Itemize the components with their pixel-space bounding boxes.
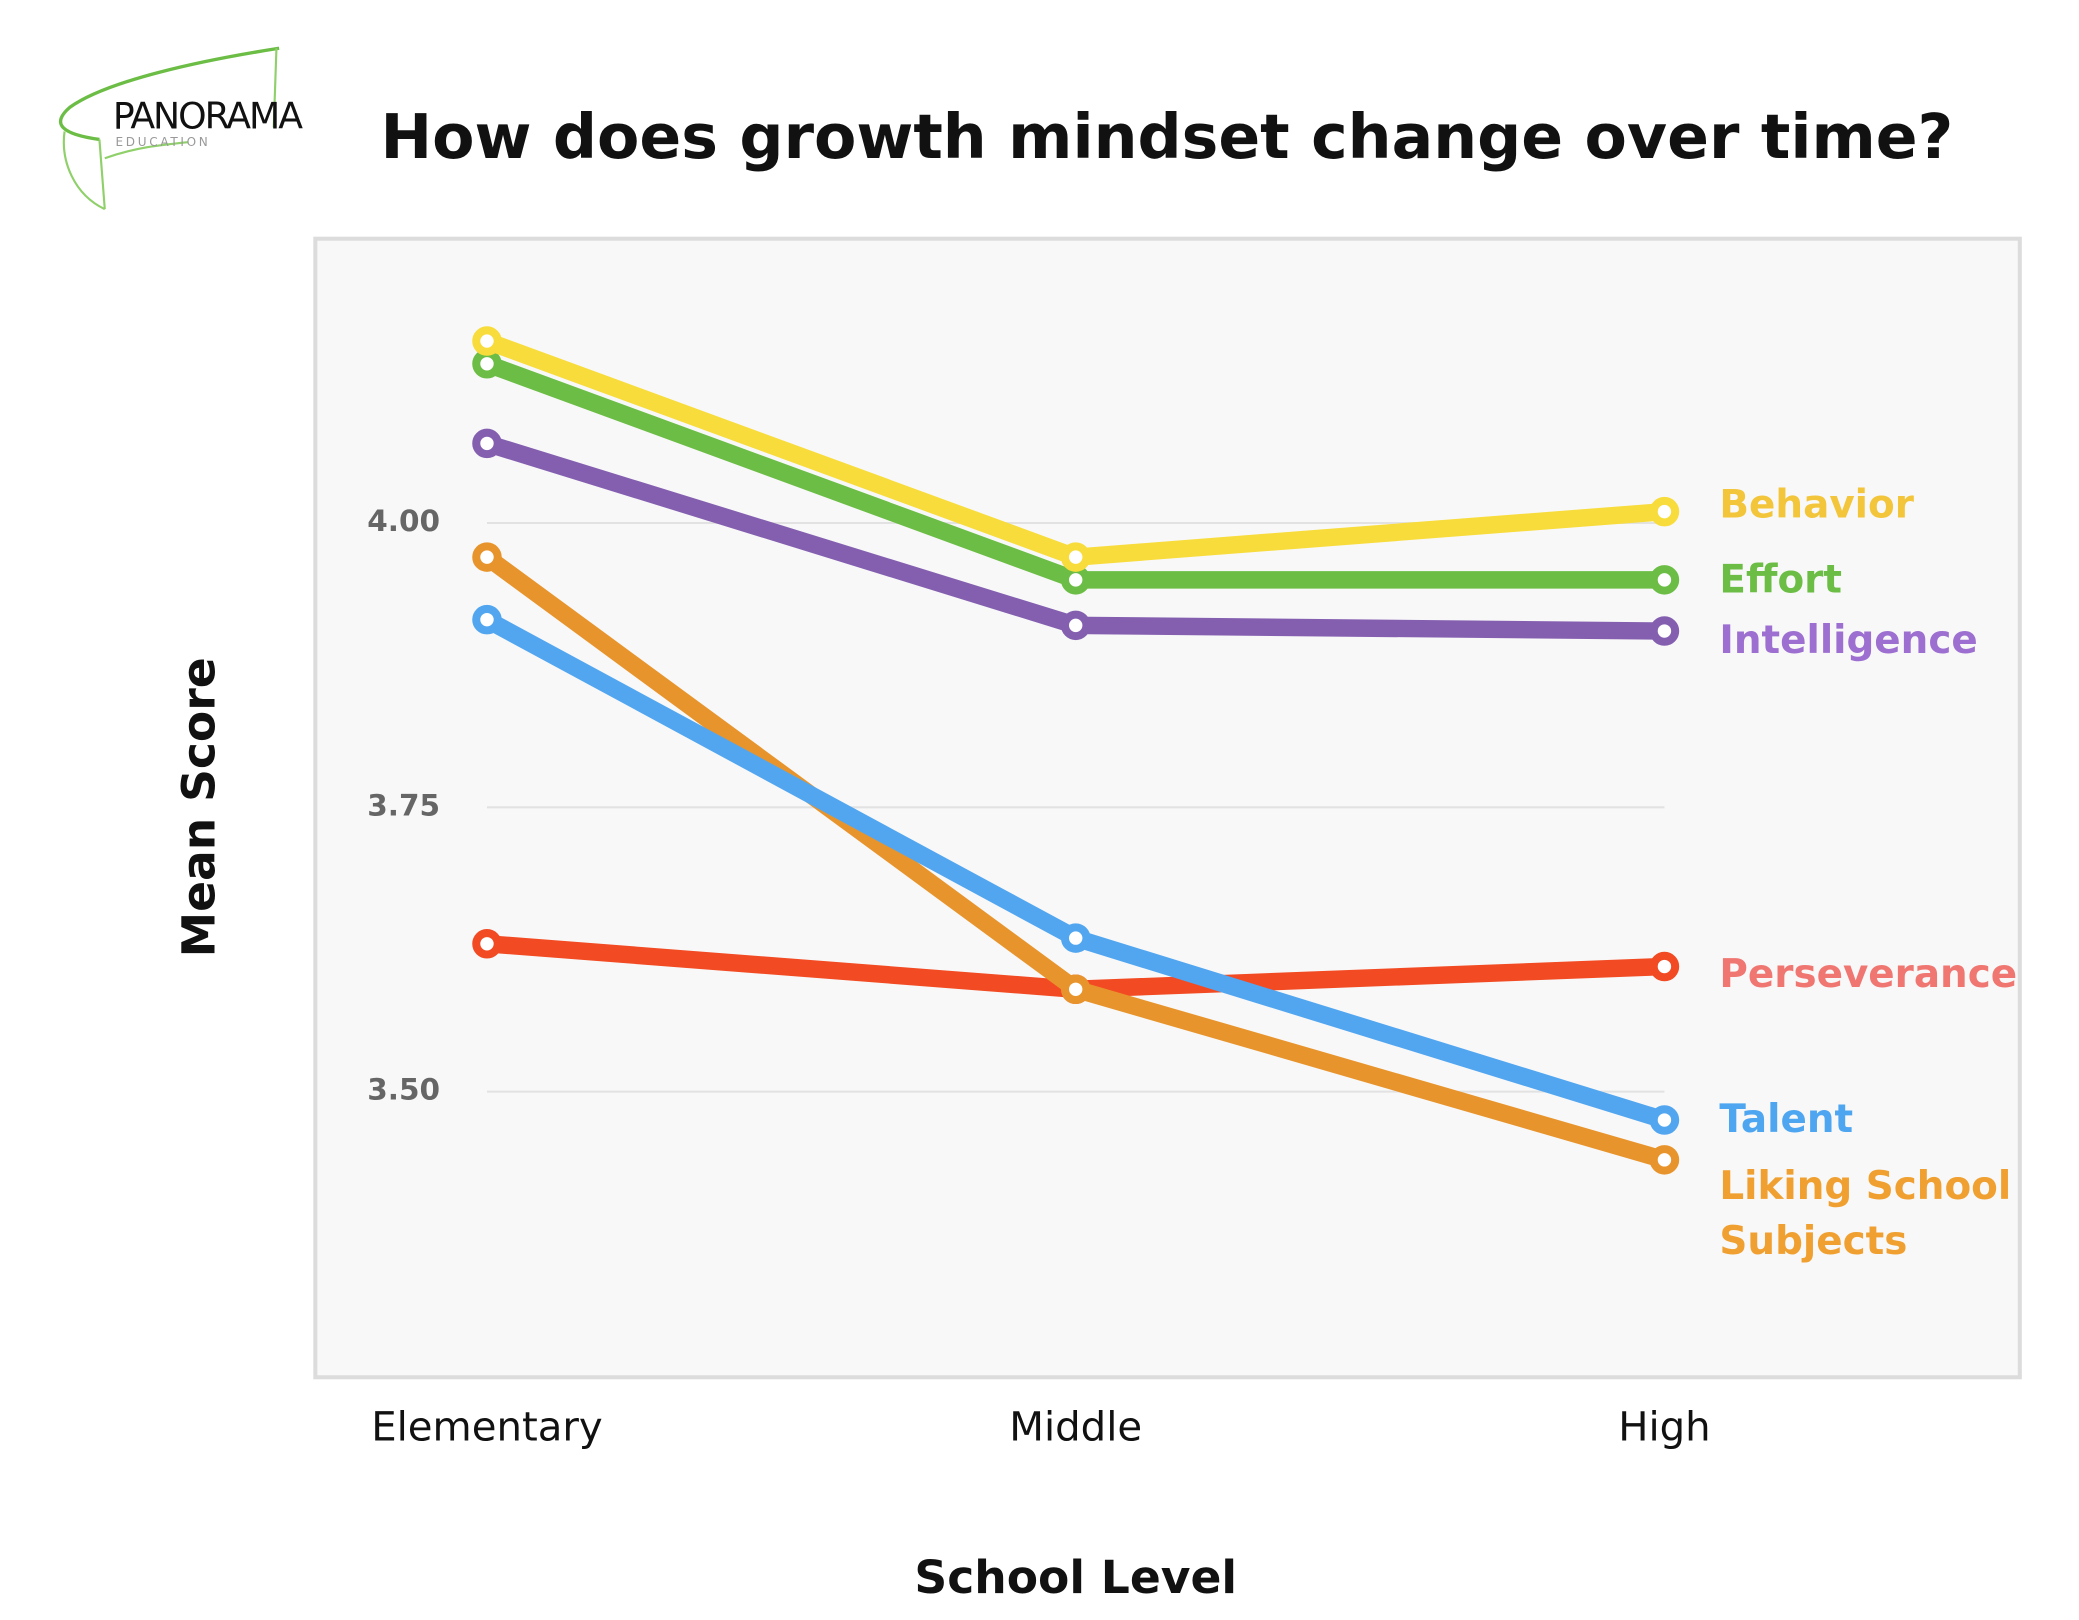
- series-intelligence: [472, 428, 1680, 646]
- series-label: Effort: [1719, 558, 1842, 603]
- chart-title: How does growth mindset change over time…: [380, 101, 1953, 173]
- series-behavior: [472, 326, 1680, 572]
- data-point: [472, 326, 502, 356]
- x-axis-label: School Level: [914, 1551, 1237, 1604]
- y-axis-label: Mean Score: [173, 657, 226, 957]
- x-tick-label: Elementary: [371, 1404, 603, 1450]
- x-tick-label: High: [1618, 1404, 1710, 1450]
- data-point: [1060, 542, 1091, 572]
- data-point: [1649, 565, 1680, 595]
- series-label: Liking School: [1719, 1164, 2011, 1209]
- data-point: [472, 542, 502, 572]
- data-point: [1060, 610, 1091, 641]
- series-label: Perseverance: [1719, 952, 2017, 997]
- data-point: [472, 929, 502, 959]
- y-tick-label: 4.00: [367, 504, 440, 538]
- series-label: Behavior: [1719, 483, 1914, 528]
- data-point: [1649, 496, 1680, 527]
- series-label: Talent: [1719, 1097, 1853, 1142]
- data-point: [472, 349, 502, 379]
- data-point: [1649, 1105, 1680, 1135]
- data-point: [1649, 1145, 1680, 1175]
- x-tick-label: Middle: [1009, 1404, 1142, 1450]
- data-point: [1060, 974, 1091, 1005]
- series-talent: [472, 604, 1680, 1135]
- data-point: [1649, 616, 1680, 646]
- y-tick-label: 3.50: [367, 1073, 440, 1107]
- series-liking-school-subjects: [472, 542, 1680, 1175]
- data-point: [1649, 951, 1680, 982]
- logo-text: PANORAMA: [113, 95, 303, 138]
- logo-subtext: EDUCATION: [116, 135, 211, 149]
- data-point: [472, 428, 502, 459]
- series-label: Intelligence: [1719, 618, 1977, 663]
- data-point: [1060, 923, 1091, 953]
- y-tick-label: 3.75: [367, 788, 440, 822]
- logo-swoosh-lines: [62, 48, 278, 211]
- data-point: [1060, 565, 1091, 595]
- logo-swoosh: [58, 46, 280, 142]
- series-label: Subjects: [1719, 1219, 1907, 1264]
- data-point: [472, 604, 502, 635]
- panorama-logo: PANORAMA EDUCATION: [58, 46, 305, 211]
